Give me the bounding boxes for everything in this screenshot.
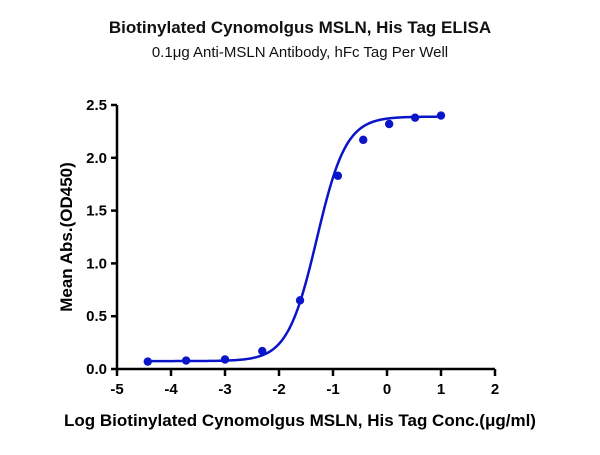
y-tick-label: 1.5	[86, 203, 107, 220]
data-point	[295, 296, 305, 305]
fit-curve	[147, 115, 441, 363]
y-tick-label: 0.0	[86, 361, 107, 378]
x-tick-label: -1	[326, 381, 339, 398]
data-point	[436, 111, 446, 120]
chart-title: Biotinylated Cynomolgus MSLN, His Tag EL…	[108, 18, 492, 37]
data-point	[258, 346, 267, 356]
x-tick-label: 2	[491, 381, 499, 398]
data-points	[143, 111, 446, 366]
data-point	[143, 357, 152, 366]
y-tick-label: 1.0	[86, 255, 107, 272]
x-tick-label: -4	[164, 381, 178, 398]
data-point	[181, 356, 191, 365]
y-tick-label: 2.5	[86, 97, 107, 114]
data-point	[333, 171, 343, 180]
y-tick-label: 2.0	[86, 150, 107, 167]
x-tick-label: -3	[218, 381, 231, 398]
x-axis-label: Log Biotinylated Cynomolgus MSLN, His Ta…	[64, 411, 536, 430]
data-point	[220, 355, 230, 364]
x-tick-label: -2	[272, 381, 285, 398]
chart-subtitle: 0.1μg Anti-MSLN Antibody, hFc Tag Per We…	[151, 44, 449, 61]
x-tick-label: 0	[383, 381, 391, 398]
fit-curve-path	[147, 115, 441, 363]
data-point	[359, 135, 368, 145]
data-point	[384, 119, 394, 129]
x-tick-label: -5	[110, 381, 123, 398]
x-tick-label: 1	[437, 381, 445, 398]
y-tick-label: 0.5	[86, 308, 107, 325]
data-point	[410, 113, 420, 122]
axes: 0.0 0.5 1.0 1.5 2.0 2.5 -5 -4 -3 -2 -1 0 1 2	[86, 97, 499, 398]
